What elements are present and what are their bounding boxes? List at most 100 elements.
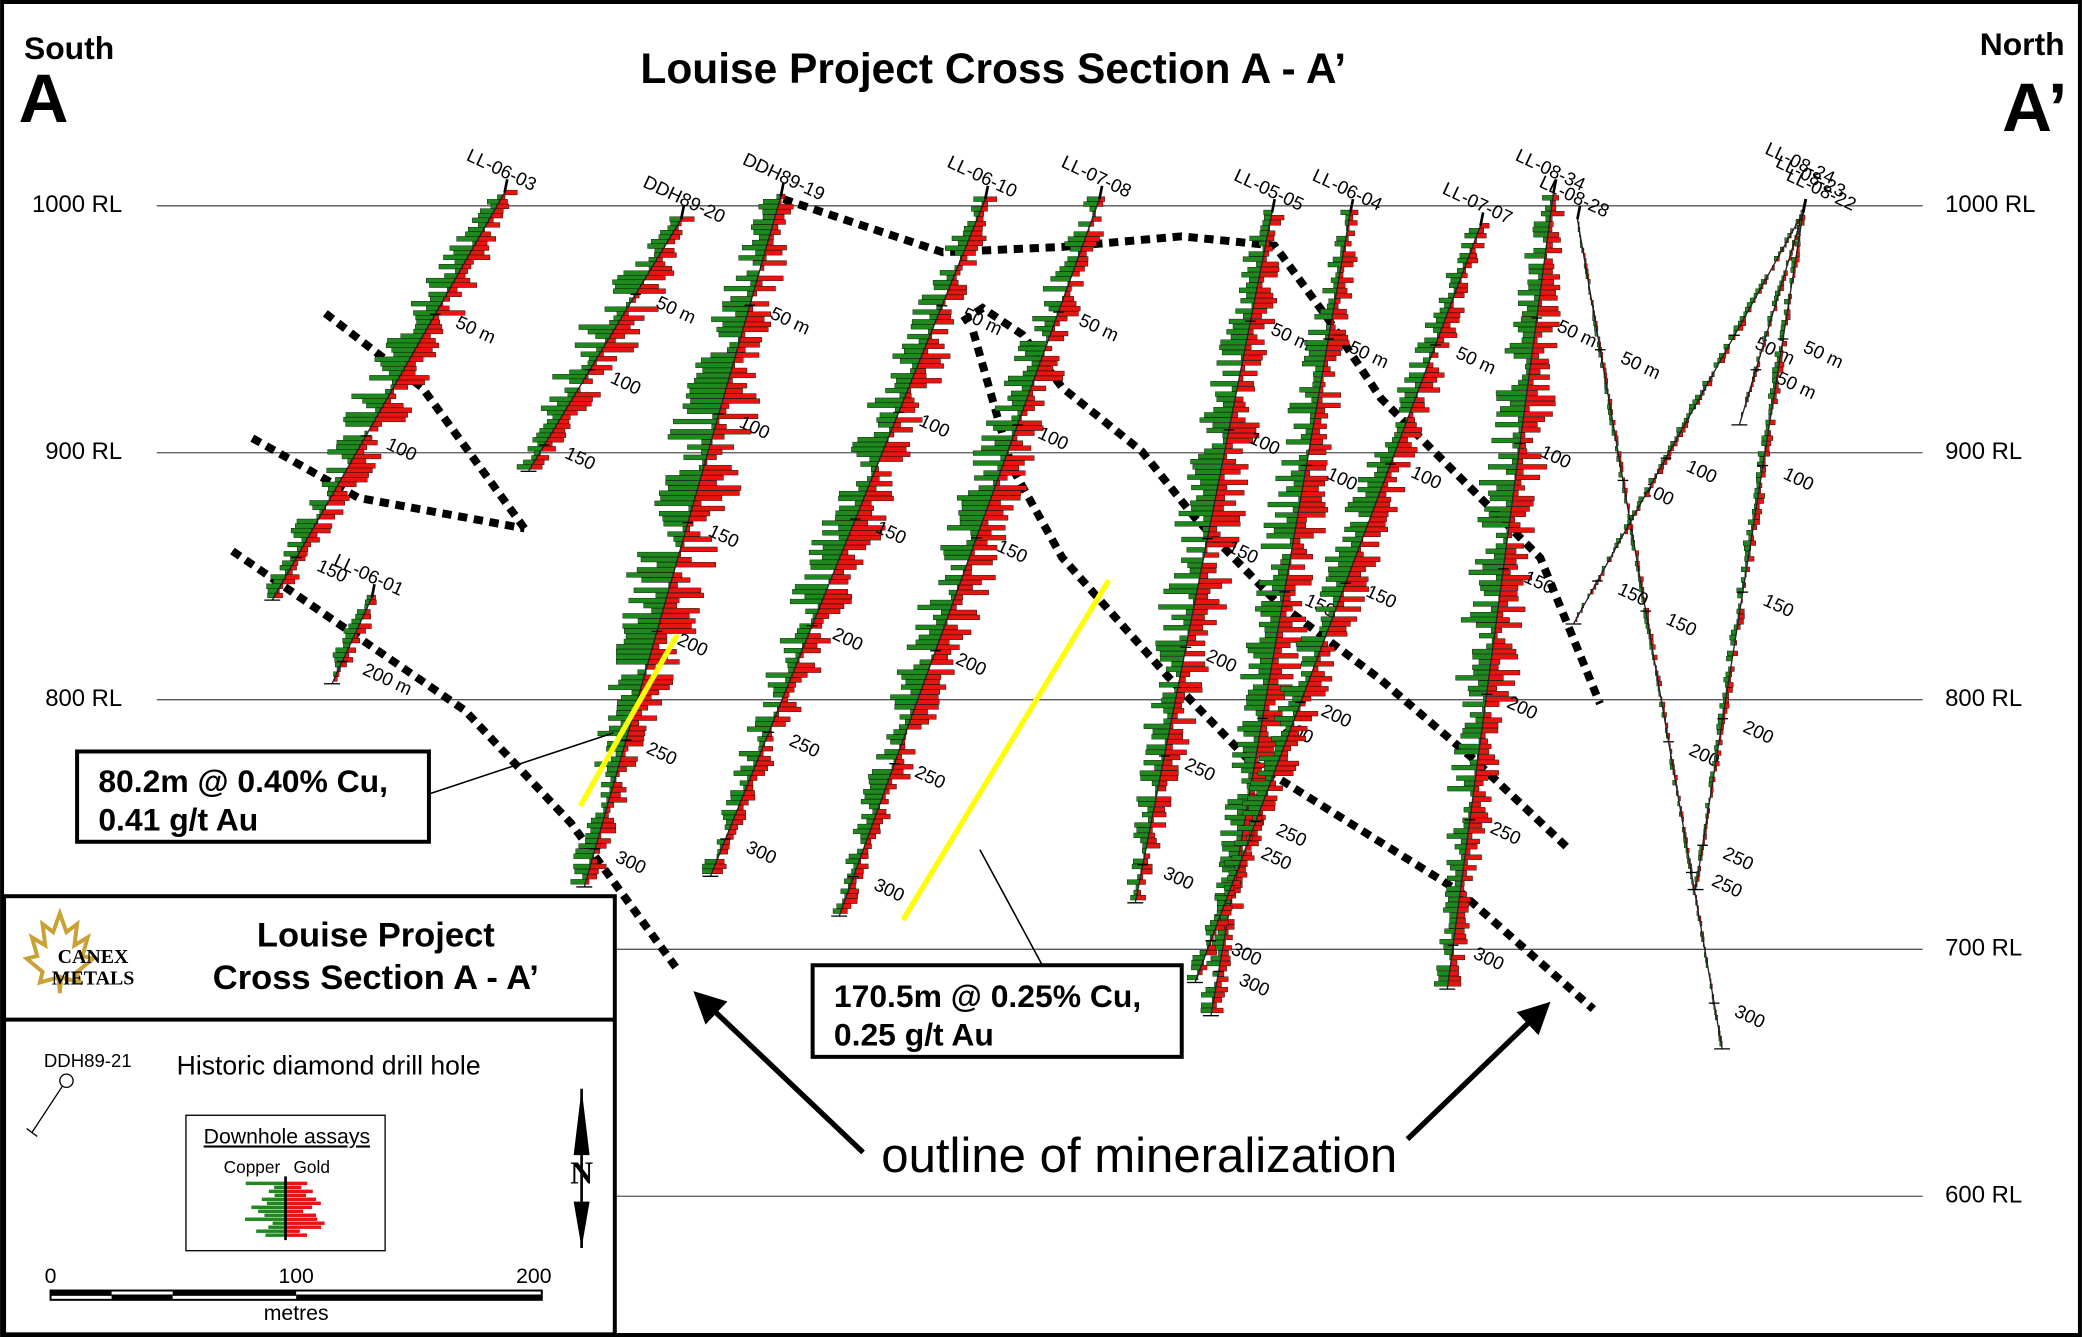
gold-assay bbox=[1037, 365, 1054, 372]
copper-assay bbox=[1178, 510, 1213, 517]
gold-assay bbox=[1470, 807, 1486, 813]
legend-hole bbox=[31, 1085, 64, 1133]
copper-assay bbox=[1488, 490, 1514, 496]
copper-assay bbox=[1181, 557, 1204, 563]
copper-assay bbox=[336, 440, 363, 446]
gold-assay bbox=[1418, 387, 1441, 393]
copper-assay bbox=[468, 226, 484, 233]
copper-assay bbox=[1468, 228, 1479, 234]
copper-assay bbox=[343, 416, 376, 423]
copper-assay bbox=[1222, 370, 1241, 376]
gold-assay bbox=[1401, 432, 1422, 438]
gold-assay bbox=[1010, 440, 1024, 446]
intercept-highlight bbox=[900, 578, 1111, 922]
copper-assay bbox=[426, 305, 439, 311]
copper-assay bbox=[1533, 232, 1549, 238]
collar-tick bbox=[1098, 185, 1104, 200]
copper-assay bbox=[1220, 830, 1243, 836]
copper-assay bbox=[1222, 846, 1241, 852]
copper-assay bbox=[1509, 342, 1534, 349]
gold-assay bbox=[659, 618, 696, 624]
gold-assay bbox=[879, 456, 903, 462]
gold-assay bbox=[1251, 313, 1262, 319]
gold-assay bbox=[1346, 576, 1369, 582]
gold-assay bbox=[345, 467, 373, 474]
copper-assay bbox=[1458, 743, 1480, 750]
sample-copper bbox=[272, 1221, 286, 1225]
gold-assay bbox=[1232, 407, 1250, 413]
copper-assay bbox=[1293, 423, 1314, 429]
copper-assay bbox=[543, 423, 556, 429]
gold-assay bbox=[541, 446, 556, 452]
copper-assay bbox=[1187, 562, 1203, 569]
gold-assay bbox=[1003, 460, 1025, 466]
gold-assay bbox=[1459, 891, 1467, 897]
copper-assay bbox=[901, 684, 923, 690]
copper-assay bbox=[763, 701, 781, 708]
gold-assay bbox=[1141, 869, 1153, 875]
gold-assay bbox=[947, 614, 980, 620]
copper-assay bbox=[633, 587, 669, 593]
copper-assay bbox=[655, 592, 668, 598]
gold-assay bbox=[1310, 439, 1323, 445]
copper-assay bbox=[613, 288, 638, 294]
copper-assay bbox=[1498, 453, 1519, 459]
copper-assay bbox=[659, 510, 691, 517]
copper-assay bbox=[794, 633, 809, 639]
copper-assay bbox=[617, 275, 646, 281]
copper-assay bbox=[1270, 616, 1280, 622]
copper-assay bbox=[1358, 511, 1372, 518]
copper-assay bbox=[1275, 475, 1305, 482]
copper-assay bbox=[658, 490, 697, 496]
copper-assay bbox=[1449, 917, 1457, 924]
gold-assay bbox=[690, 510, 711, 517]
copper-assay bbox=[1480, 585, 1501, 591]
gold-assay bbox=[319, 514, 335, 520]
gold-assay bbox=[1239, 370, 1258, 376]
gold-assay bbox=[754, 285, 776, 292]
copper-assay bbox=[1255, 606, 1282, 612]
copper-assay bbox=[1191, 964, 1201, 971]
copper-assay bbox=[1522, 311, 1538, 317]
gold-assay bbox=[1268, 679, 1279, 685]
copper-assay bbox=[718, 331, 742, 338]
copper-assay bbox=[1210, 381, 1239, 387]
collar-tick bbox=[1270, 198, 1276, 213]
gold-assay bbox=[1035, 370, 1065, 377]
gold-assay bbox=[1403, 427, 1423, 433]
copper-assay bbox=[853, 828, 871, 835]
gold-assay bbox=[735, 352, 760, 358]
copper-assay bbox=[1200, 479, 1219, 485]
copper-assay bbox=[1473, 670, 1490, 676]
copper-assay bbox=[1163, 588, 1198, 594]
gold-assay bbox=[1342, 251, 1356, 257]
copper-assay bbox=[1234, 840, 1248, 846]
copper-assay bbox=[1205, 925, 1216, 931]
gold-assay bbox=[807, 633, 821, 639]
gold-assay bbox=[1025, 400, 1045, 406]
copper-assay bbox=[1335, 546, 1359, 552]
copper-assay bbox=[1757, 451, 1765, 457]
copper-assay bbox=[1138, 801, 1156, 807]
gold-assay bbox=[1412, 402, 1425, 408]
gold-assay bbox=[999, 470, 1026, 476]
copper-assay bbox=[1512, 432, 1522, 438]
copper-assay bbox=[1485, 548, 1506, 554]
gold-assay bbox=[773, 716, 791, 722]
copper-assay bbox=[910, 689, 921, 695]
copper-assay bbox=[673, 536, 684, 542]
copper-assay bbox=[765, 672, 793, 678]
gold-assay bbox=[911, 378, 942, 384]
copper-assay bbox=[1143, 723, 1171, 729]
gold-assay bbox=[803, 643, 818, 649]
gold-assay bbox=[853, 520, 869, 526]
copper-assay bbox=[701, 439, 712, 445]
copper-assay bbox=[622, 623, 659, 629]
gold-assay bbox=[823, 594, 852, 600]
copper-assay bbox=[861, 813, 876, 820]
copper-assay bbox=[687, 383, 728, 389]
copper-assay bbox=[569, 369, 589, 375]
copper-assay bbox=[1221, 350, 1245, 356]
gold-assay bbox=[1455, 923, 1470, 929]
